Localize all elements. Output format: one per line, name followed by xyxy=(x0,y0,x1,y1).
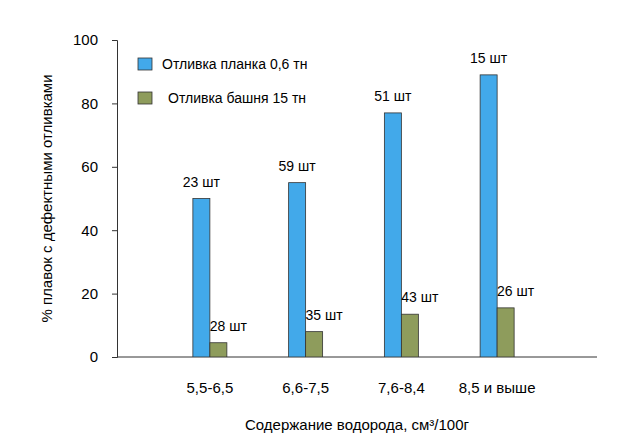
y-tick: 100 xyxy=(73,31,117,48)
legend-swatch xyxy=(138,58,152,70)
count-label: 23 шт xyxy=(183,174,221,190)
x-tick: 7,6-8,4 xyxy=(378,379,425,396)
count-label: 35 шт xyxy=(306,307,344,323)
y-tick: 80 xyxy=(81,95,117,112)
bar xyxy=(306,332,323,357)
y-tick-label: 20 xyxy=(81,285,98,302)
y-tick-mark xyxy=(112,40,117,41)
count-label: 15 шт xyxy=(470,50,508,66)
x-tick: 8,5 и выше xyxy=(459,379,536,396)
x-axis: 5,5-6,5 6,6-7,5 7,6-8,4 8,5 и выше xyxy=(187,379,536,396)
y-tick-label: 40 xyxy=(81,222,98,239)
legend: Отливка планка 0,6 тн Отливка башня 15 тн xyxy=(138,56,307,106)
y-axis-line xyxy=(112,41,118,358)
count-label: 51 шт xyxy=(374,88,412,104)
x-axis-title: Содержание водорода, см³/100г xyxy=(245,416,470,433)
y-tick-label: 0 xyxy=(90,348,98,365)
bar xyxy=(289,183,306,357)
y-tick: 40 xyxy=(81,222,117,239)
legend-label: Отливка планка 0,6 тн xyxy=(162,56,307,72)
bar xyxy=(497,308,514,357)
y-tick-mark xyxy=(112,357,117,358)
count-label: 59 шт xyxy=(279,158,317,174)
y-axis-title: % плавок с дефектными отливками xyxy=(38,74,55,322)
y-tick-label: 80 xyxy=(81,95,98,112)
legend-item: Отливка планка 0,6 тн xyxy=(138,56,307,72)
count-label: 28 шт xyxy=(210,318,248,334)
chart: 0 20 40 60 80 100 5,5-6,5 6,6-7,5 7,6-8,4 8,5 и в… xyxy=(0,0,642,448)
y-tick: 0 xyxy=(90,348,117,365)
y-tick-label: 60 xyxy=(81,158,98,175)
legend-swatch xyxy=(138,92,152,104)
y-tick-mark xyxy=(112,103,117,104)
y-tick-mark xyxy=(112,167,117,168)
bars xyxy=(193,75,514,357)
count-label: 26 шт xyxy=(497,283,535,299)
x-tick: 5,5-6,5 xyxy=(187,379,234,396)
count-label: 43 шт xyxy=(401,289,439,305)
y-tick-mark xyxy=(112,294,117,295)
x-tick-label: 5,5-6,5 xyxy=(187,379,234,396)
y-tick: 60 xyxy=(81,158,117,175)
x-tick-label: 8,5 и выше xyxy=(459,379,536,396)
bar xyxy=(480,75,497,357)
x-tick-label: 6,6-7,5 xyxy=(282,379,329,396)
bar xyxy=(384,113,401,357)
legend-item: Отливка башня 15 тн xyxy=(138,90,306,106)
bar xyxy=(401,314,418,357)
y-tick: 20 xyxy=(81,285,117,302)
legend-label: Отливка башня 15 тн xyxy=(168,90,306,106)
bar xyxy=(193,199,210,358)
y-tick-label: 100 xyxy=(73,31,98,48)
bar xyxy=(210,343,227,357)
y-tick-mark xyxy=(112,230,117,231)
y-axis: 0 20 40 60 80 100 xyxy=(73,31,118,365)
x-tick: 6,6-7,5 xyxy=(282,379,329,396)
x-tick-label: 7,6-8,4 xyxy=(378,379,425,396)
x-axis-line xyxy=(117,357,597,358)
